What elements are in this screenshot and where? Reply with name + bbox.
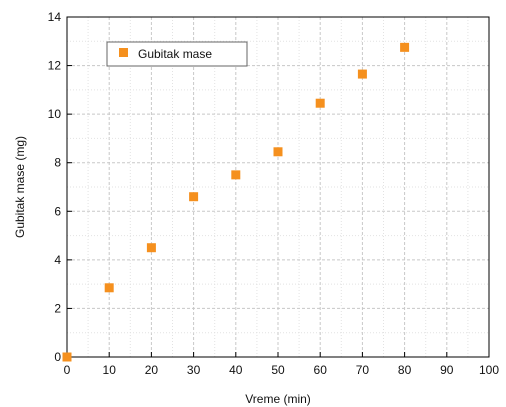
- data-point: [315, 98, 325, 108]
- x-tick-label: 100: [479, 363, 499, 377]
- y-tick-label: 0: [54, 350, 61, 364]
- y-tick-label: 8: [54, 156, 61, 170]
- legend-box: [106, 41, 248, 67]
- data-point: [189, 192, 199, 202]
- data-point: [231, 170, 241, 180]
- legend: Gubitak mase: [106, 41, 248, 67]
- legend-label: Gubitak mase: [138, 47, 212, 61]
- x-axis-label: Vreme (min): [245, 392, 311, 406]
- x-tick-label: 40: [229, 363, 243, 377]
- x-tick-label: 20: [145, 363, 159, 377]
- data-point: [400, 42, 410, 52]
- data-point: [357, 69, 367, 79]
- axis-ticks: 0 10 20 30 40 50 60 70 80 90 100 0 2 4 6 8 10 12 14: [48, 10, 500, 377]
- y-tick-label: 2: [54, 301, 61, 315]
- grid-layer: [67, 17, 489, 357]
- x-tick-label: 0: [64, 363, 71, 377]
- y-tick-label: 14: [48, 10, 62, 24]
- y-axis-label: Gubitak mase (mg): [13, 136, 27, 238]
- data-points: [62, 42, 410, 362]
- x-tick-label: 30: [187, 363, 201, 377]
- data-point: [273, 147, 283, 157]
- data-point: [146, 243, 156, 253]
- y-tick-label: 12: [48, 59, 62, 73]
- legend-marker-square-icon: [119, 48, 128, 57]
- y-tick-label: 6: [54, 204, 61, 218]
- x-tick-label: 70: [356, 363, 370, 377]
- x-tick-label: 90: [440, 363, 454, 377]
- x-tick-label: 60: [314, 363, 328, 377]
- y-tick-label: 10: [48, 107, 62, 121]
- data-point: [62, 352, 72, 362]
- x-tick-label: 50: [271, 363, 285, 377]
- y-tick-label: 4: [54, 253, 61, 267]
- data-point: [104, 283, 114, 293]
- x-tick-label: 80: [398, 363, 412, 377]
- x-tick-label: 10: [103, 363, 117, 377]
